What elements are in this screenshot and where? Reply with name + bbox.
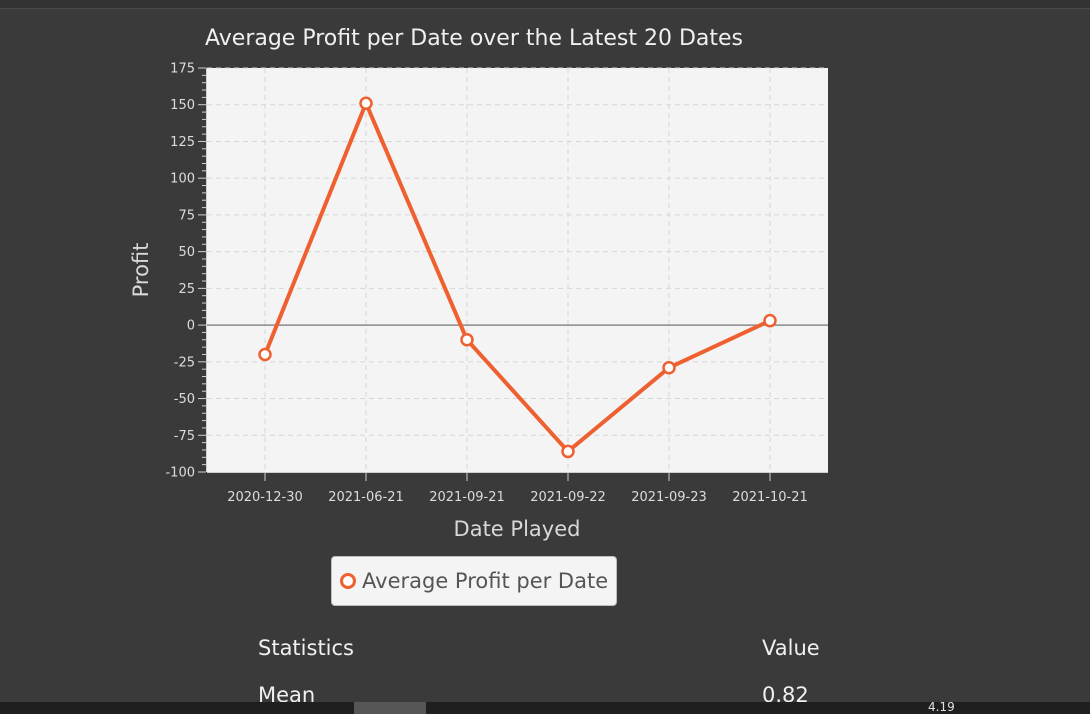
x-tick-label: 2021-09-21 bbox=[429, 490, 505, 505]
y-tick-label: 100 bbox=[170, 172, 195, 187]
series-line bbox=[263, 101, 772, 454]
y-tick-label: -50 bbox=[174, 392, 195, 407]
data-point bbox=[258, 347, 272, 362]
data-point bbox=[763, 313, 777, 328]
y-tick-label: 75 bbox=[178, 208, 195, 223]
y-tick-label: -100 bbox=[165, 466, 195, 481]
x-axis-label: Date Played bbox=[454, 517, 581, 541]
x-tick-label: 2021-09-22 bbox=[530, 490, 606, 505]
y-tick-label: 0 bbox=[187, 319, 195, 334]
x-tick-label: 2021-10-21 bbox=[732, 490, 808, 505]
top-border bbox=[0, 0, 1090, 9]
scrollbar-thumb[interactable] bbox=[354, 702, 426, 714]
y-tick-label: -75 bbox=[174, 429, 195, 444]
partial-value-text: 4.19 bbox=[928, 700, 955, 714]
data-point bbox=[662, 360, 676, 375]
statistics-header: Statistics bbox=[258, 636, 354, 660]
horizontal-scrollbar[interactable] bbox=[0, 702, 1090, 714]
value-header: Value bbox=[762, 636, 820, 660]
line-chart: Average Profit per Date over the Latest … bbox=[129, 26, 828, 541]
chart-title: Average Profit per Date over the Latest … bbox=[205, 26, 743, 51]
data-point bbox=[561, 444, 575, 459]
y-tick-label: 25 bbox=[178, 282, 195, 297]
y-tick-label: 50 bbox=[178, 245, 195, 260]
y-tick-label: 150 bbox=[170, 98, 195, 113]
y-axis-label: Profit bbox=[129, 243, 153, 298]
legend-marker-icon bbox=[340, 573, 356, 589]
x-tick-label: 2020-12-30 bbox=[227, 490, 303, 505]
legend-label: Average Profit per Date bbox=[362, 569, 609, 593]
y-tick-label: -25 bbox=[174, 355, 195, 370]
x-tick-label: 2021-09-23 bbox=[631, 490, 707, 505]
data-point bbox=[460, 333, 474, 347]
data-point bbox=[359, 96, 373, 111]
y-tick-label: 175 bbox=[170, 62, 195, 77]
chart-legend: Average Profit per Date bbox=[331, 556, 617, 606]
plot-background bbox=[207, 68, 828, 472]
y-tick-label: 125 bbox=[170, 135, 195, 150]
x-tick-label: 2021-06-21 bbox=[328, 490, 404, 505]
